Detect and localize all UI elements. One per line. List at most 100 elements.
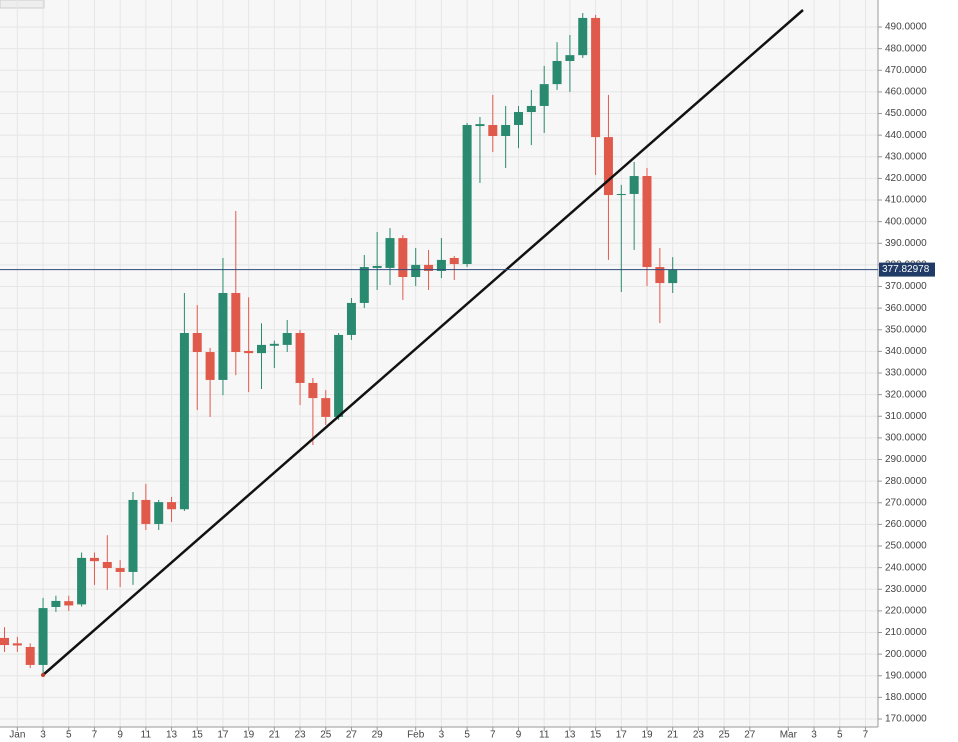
y-tick-label: 220.0000 [885, 606, 927, 617]
x-tick-label: 27 [744, 730, 756, 741]
y-tick-label: 270.0000 [885, 497, 927, 508]
y-tick-label: 230.0000 [885, 584, 927, 595]
x-tick-label: 3 [40, 730, 46, 741]
candle-body [321, 398, 331, 417]
trendline [42, 9, 804, 676]
x-tick-label: 15 [590, 730, 602, 741]
last-price-box [879, 262, 935, 277]
x-tick-label: 5 [464, 730, 470, 741]
candle-body [462, 124, 472, 265]
x-tick-label: 5 [837, 730, 843, 741]
y-tick-label: 180.0000 [885, 692, 927, 703]
candle-body [12, 643, 22, 646]
y-tick-label: 210.0000 [885, 627, 927, 638]
x-tick-label: 13 [564, 730, 576, 741]
y-tick-label: 300.0000 [885, 433, 927, 444]
toolbar-tab [0, 0, 45, 9]
candle-body [398, 238, 408, 278]
candle-body [411, 264, 421, 278]
y-tick-label: 260.0000 [885, 519, 927, 530]
candle-body [128, 499, 138, 572]
x-tick-label: Feb [407, 730, 425, 741]
x-tick-label: 5 [66, 730, 72, 741]
y-tick-label: 350.0000 [885, 324, 927, 335]
candle-body [372, 265, 382, 268]
candle-body [269, 343, 279, 346]
x-tick-label: Jan [9, 730, 25, 741]
candle-body [655, 267, 665, 284]
candle-body [436, 259, 446, 271]
candle-body [308, 382, 318, 399]
y-tick-label: 370.0000 [885, 281, 927, 292]
candle-body [77, 557, 87, 605]
y-tick-label: 430.0000 [885, 151, 927, 162]
candle-body [449, 257, 459, 265]
candle-body [642, 176, 652, 268]
y-tick-label: 450.0000 [885, 108, 927, 119]
x-tick-label: 3 [811, 730, 817, 741]
candle-body [64, 601, 74, 606]
x-tick-label: 23 [294, 730, 306, 741]
y-tick-label: 340.0000 [885, 346, 927, 357]
candle-body [565, 55, 575, 61]
y-tick-label: 420.0000 [885, 173, 927, 184]
candle-body [192, 333, 202, 353]
x-tick-label: 11 [141, 730, 152, 741]
candle-body [141, 499, 151, 524]
y-tick-label: 170.0000 [885, 714, 927, 725]
candle-body [334, 334, 344, 417]
candle-body [501, 124, 511, 137]
candle-body [488, 124, 498, 137]
candle-body [38, 608, 48, 665]
x-tick-label: 21 [667, 730, 679, 741]
x-tick-label: 3 [439, 730, 445, 741]
x-tick-label: 19 [243, 730, 255, 741]
x-tick-label: 19 [641, 730, 653, 741]
candle-body [295, 333, 305, 383]
y-tick-label: 280.0000 [885, 476, 927, 487]
y-tick-label: 290.0000 [885, 454, 927, 465]
candle-body [526, 105, 536, 113]
x-tick-label: 21 [269, 730, 281, 741]
y-tick-label: 240.0000 [885, 562, 927, 573]
candle-body [231, 293, 241, 353]
candle-body [629, 176, 639, 194]
x-tick-label: 7 [863, 730, 869, 741]
x-tick-label: 25 [320, 730, 332, 741]
candle-body [616, 193, 626, 196]
x-tick-label: 11 [539, 730, 550, 741]
y-tick-label: 400.0000 [885, 216, 927, 227]
x-tick-label: 17 [616, 730, 628, 741]
candle-body [424, 264, 434, 271]
y-tick-label: 200.0000 [885, 649, 927, 660]
y-tick-label: 410.0000 [885, 195, 927, 206]
candle-body [218, 293, 228, 380]
candle-body [244, 350, 254, 354]
y-tick-label: 390.0000 [885, 238, 927, 249]
candle-body [167, 502, 177, 510]
x-tick-label: 15 [192, 730, 204, 741]
x-tick-label: 29 [372, 730, 384, 741]
candle-body [514, 112, 523, 125]
y-tick-label: 190.0000 [885, 670, 927, 681]
y-tick-label: 460.0000 [885, 87, 927, 98]
y-tick-label: 490.0000 [885, 22, 927, 33]
candle-body [346, 302, 356, 335]
y-tick-label: 470.0000 [885, 65, 927, 76]
candle-body [359, 267, 369, 303]
x-tick-label: 25 [719, 730, 731, 741]
candle-body [102, 562, 112, 569]
x-tick-label: 9 [117, 730, 123, 741]
candle-body [205, 352, 215, 380]
x-tick-label: Mar [780, 730, 798, 741]
y-tick-label: 250.0000 [885, 541, 927, 552]
candle-body [539, 84, 549, 106]
candle-body [552, 60, 562, 85]
candle-body [668, 269, 678, 284]
plot-area [0, 0, 878, 727]
candle-body [475, 124, 485, 127]
candle-body [89, 557, 99, 562]
candle-body [25, 646, 35, 665]
x-tick-label: 9 [516, 730, 522, 741]
candles [0, 12, 678, 676]
